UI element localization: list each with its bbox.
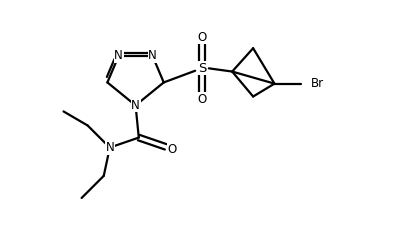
Text: N: N [148,49,157,62]
Text: Br: Br [311,77,324,90]
Text: N: N [131,99,140,112]
Text: N: N [114,49,123,62]
Text: S: S [198,62,206,75]
Text: O: O [198,93,206,106]
Text: O: O [167,143,177,156]
Text: O: O [198,31,206,44]
Text: N: N [105,141,114,154]
